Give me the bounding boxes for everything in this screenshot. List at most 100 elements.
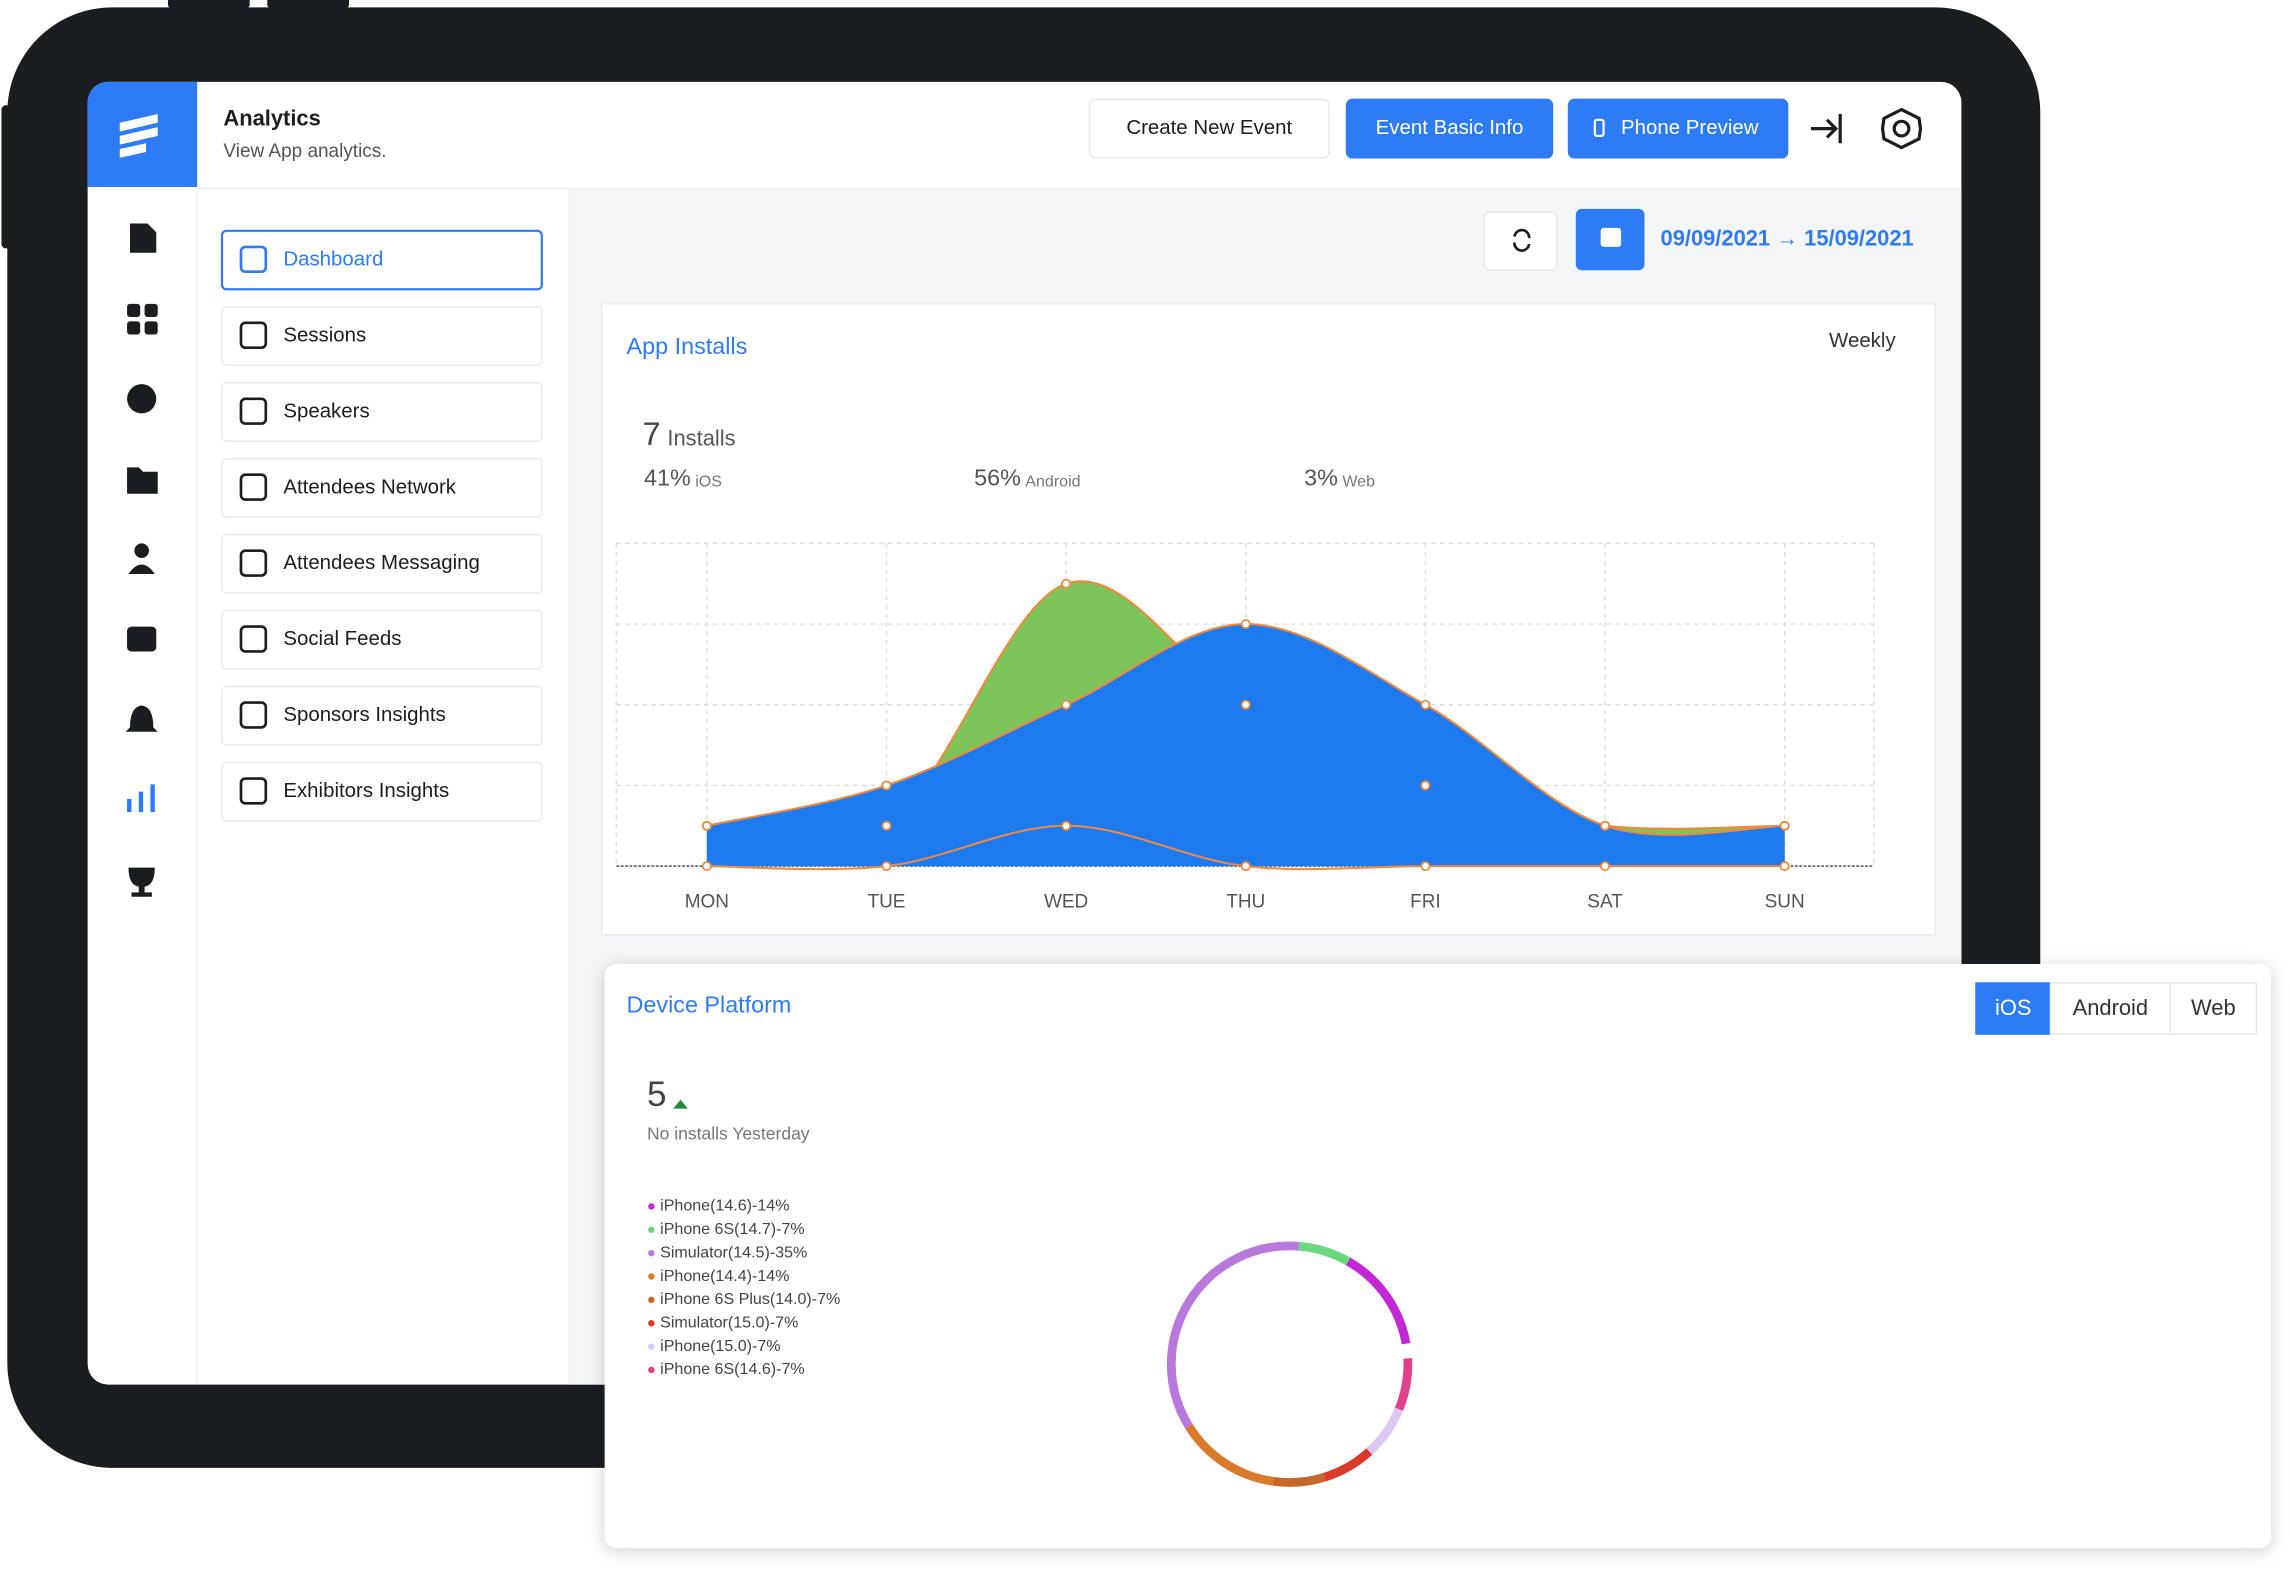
- icon-chart[interactable]: [127, 784, 155, 813]
- x-tick-label: TUE: [868, 892, 906, 913]
- point: [881, 780, 892, 791]
- icon-folder[interactable]: [127, 467, 158, 494]
- device-button: [167, 0, 250, 9]
- header-icons: [1810, 107, 1923, 150]
- platform-tab-label: Web: [2191, 995, 2236, 1020]
- donut-segment: [1185, 1423, 1274, 1486]
- point: [1779, 861, 1790, 872]
- point: [1240, 861, 1251, 872]
- donut-segment: [1323, 1448, 1373, 1482]
- icon-doc[interactable]: [129, 223, 157, 253]
- nav-label: Sponsors Insights: [283, 703, 445, 726]
- point: [1420, 780, 1431, 791]
- platform-tab[interactable]: [1975, 982, 2052, 1035]
- nav-item[interactable]: [221, 381, 543, 442]
- x-tick-label: FRI: [1410, 892, 1441, 913]
- nav-icon: [239, 245, 268, 274]
- legend-label: iPhone(14.4)-14%: [660, 1267, 789, 1285]
- icon-grid[interactable]: [127, 303, 158, 335]
- x-tick-label: WED: [1044, 892, 1088, 913]
- nav-label: Speakers: [283, 399, 369, 422]
- legend-dot: [648, 1273, 655, 1280]
- icon-palette[interactable]: [127, 384, 157, 414]
- x-tick-label: SUN: [1765, 892, 1805, 913]
- platform-tab[interactable]: [2049, 982, 2171, 1035]
- icon-user[interactable]: [128, 543, 155, 575]
- donut-segment: [1272, 1472, 1326, 1487]
- nav-label: Dashboard: [283, 247, 383, 270]
- phone-icon: [1593, 118, 1605, 138]
- nav-item[interactable]: [221, 685, 543, 746]
- header-button[interactable]: [1088, 98, 1330, 159]
- platform-tab[interactable]: [2169, 982, 2258, 1035]
- nav-label: Sessions: [283, 323, 366, 346]
- legend-dot: [648, 1249, 655, 1257]
- header-button-label: Event Basic Info: [1376, 116, 1524, 139]
- breakdown-label: Android: [1025, 472, 1080, 490]
- nav-item[interactable]: [221, 761, 543, 822]
- sidebar-icons: [125, 223, 158, 897]
- point: [1061, 820, 1072, 831]
- legend-dot: [648, 1203, 655, 1210]
- legend-label: Simulator(15.0)-7%: [660, 1314, 798, 1332]
- date-range: 09/09/2021 → 15/09/2021: [1661, 225, 1914, 250]
- calendar-icon: [1600, 227, 1622, 247]
- nav-icon: [239, 701, 268, 729]
- point: [1779, 820, 1790, 831]
- nav-item[interactable]: [221, 457, 543, 518]
- icon-trophy[interactable]: [128, 867, 155, 897]
- page-subtitle: View App analytics.: [223, 141, 386, 162]
- card-title: Device Platform: [627, 992, 792, 1018]
- legend-label: Simulator(14.5)-35%: [660, 1243, 807, 1261]
- legend-dot: [648, 1343, 655, 1350]
- legend-label: iPhone(15.0)-7%: [660, 1337, 780, 1355]
- legend-label: iPhone 6S(14.6)-7%: [660, 1360, 805, 1378]
- breakdown-label: Web: [1342, 472, 1375, 490]
- device-button: [267, 0, 350, 9]
- nav-item[interactable]: [221, 306, 543, 366]
- legend-dot: [648, 1296, 655, 1304]
- legend-label: iPhone(14.6)-14%: [660, 1197, 789, 1215]
- nav-item[interactable]: [221, 609, 543, 670]
- device-platform-card: [604, 963, 2272, 1549]
- point: [1240, 619, 1251, 630]
- nav-item[interactable]: [220, 229, 543, 291]
- installs-label: Installs: [667, 425, 735, 450]
- breakdown-value: 56%: [974, 464, 1021, 490]
- x-tick-label: MON: [685, 892, 729, 913]
- icon-card[interactable]: [127, 626, 157, 652]
- legend-label: iPhone 6S(14.7)-7%: [660, 1220, 805, 1238]
- point: [1600, 820, 1611, 831]
- refresh-button[interactable]: [1483, 211, 1558, 271]
- nav-item[interactable]: [221, 533, 543, 594]
- platform-note: No installs Yesterday: [647, 1123, 810, 1143]
- donut-segment: [1394, 1358, 1413, 1411]
- nav-icon: [239, 321, 268, 349]
- settings-icon-outline[interactable]: [1880, 107, 1923, 150]
- legend-dot: [648, 1366, 655, 1374]
- header-button-label: Create New Event: [1126, 116, 1292, 139]
- donut-segment: [1366, 1407, 1404, 1455]
- point: [881, 861, 892, 872]
- icon-bell[interactable]: [125, 705, 158, 732]
- logout-icon[interactable]: [1810, 113, 1842, 144]
- point: [1600, 861, 1611, 872]
- donut-segment: [1298, 1241, 1351, 1266]
- settings-icon[interactable]: [1892, 119, 1911, 138]
- header-button[interactable]: [1567, 98, 1789, 159]
- donut-segment: [1166, 1241, 1299, 1429]
- header-button-label: Phone Preview: [1621, 116, 1759, 139]
- point: [1061, 578, 1072, 589]
- breakdown-value: 41%: [644, 464, 691, 490]
- header-button[interactable]: [1345, 98, 1554, 159]
- installs-total: 7: [643, 416, 661, 452]
- point: [701, 861, 712, 872]
- point: [701, 820, 712, 831]
- trend-up: [673, 1099, 688, 1109]
- nav-icon: [239, 625, 268, 653]
- nav-label: Social Feeds: [283, 627, 401, 650]
- nav-icon: [239, 549, 268, 577]
- series-area: [706, 624, 1785, 867]
